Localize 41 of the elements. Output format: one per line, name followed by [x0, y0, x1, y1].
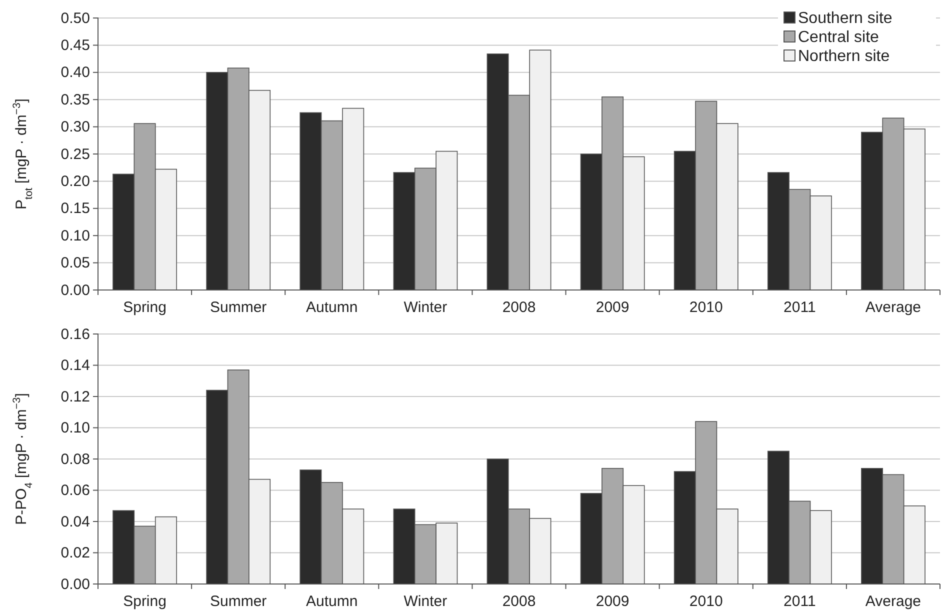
y-tick-label: 0.00 [60, 282, 90, 299]
y-tick-label: 0.10 [60, 420, 90, 437]
x-tick-label: 2010 [689, 299, 723, 316]
x-tick-label: 2010 [689, 593, 723, 610]
x-tick-label: Winter [404, 593, 448, 610]
x-tick-label: 2008 [502, 593, 536, 610]
legend-label: Central site [798, 29, 880, 46]
y-tick-label: 0.10 [60, 227, 90, 244]
y-tick-label: 0.35 [60, 91, 90, 108]
y-tick-label: 0.08 [60, 450, 90, 468]
y-tick-label: 0.40 [60, 64, 90, 82]
y-tick-label: 0.04 [60, 513, 90, 530]
y-tick-label: 0.30 [60, 118, 90, 136]
y-tick-label: 0.45 [60, 37, 90, 54]
x-tick-label: Average [865, 299, 922, 316]
x-tick-label: 2009 [596, 593, 630, 610]
legend-label: Southern site [798, 10, 892, 27]
x-tick-label: Average [865, 593, 922, 610]
y-tick-label: 0.25 [60, 146, 90, 163]
legend-label: Northern site [798, 48, 890, 65]
y-tick-label: 0.02 [60, 544, 90, 562]
x-tick-label: Autumn [306, 593, 358, 610]
x-tick-label: Summer [210, 299, 267, 316]
x-tick-label: Spring [123, 299, 166, 316]
x-tick-label: 2011 [784, 299, 816, 316]
y-tick-label: 0.12 [60, 388, 90, 406]
y-tick-label: 0.05 [60, 254, 90, 272]
x-tick-label: Summer [210, 593, 267, 610]
x-tick-label: Spring [123, 593, 166, 610]
x-tick-label: Winter [404, 299, 448, 316]
y-tick-label: 0.50 [60, 10, 90, 27]
y-tick-label: 0.06 [60, 482, 90, 500]
y-tick-label: 0.15 [60, 200, 90, 218]
y-tick-label: 0.00 [60, 576, 90, 593]
x-tick-label: 2011 [784, 593, 816, 610]
y-tick-label: 0.20 [60, 173, 90, 190]
y-tick-label: 0.14 [60, 357, 90, 374]
x-tick-label: 2009 [596, 299, 630, 316]
x-tick-label: Autumn [306, 299, 358, 316]
y-tick-label: 0.16 [60, 326, 90, 343]
x-tick-label: 2008 [502, 299, 536, 316]
